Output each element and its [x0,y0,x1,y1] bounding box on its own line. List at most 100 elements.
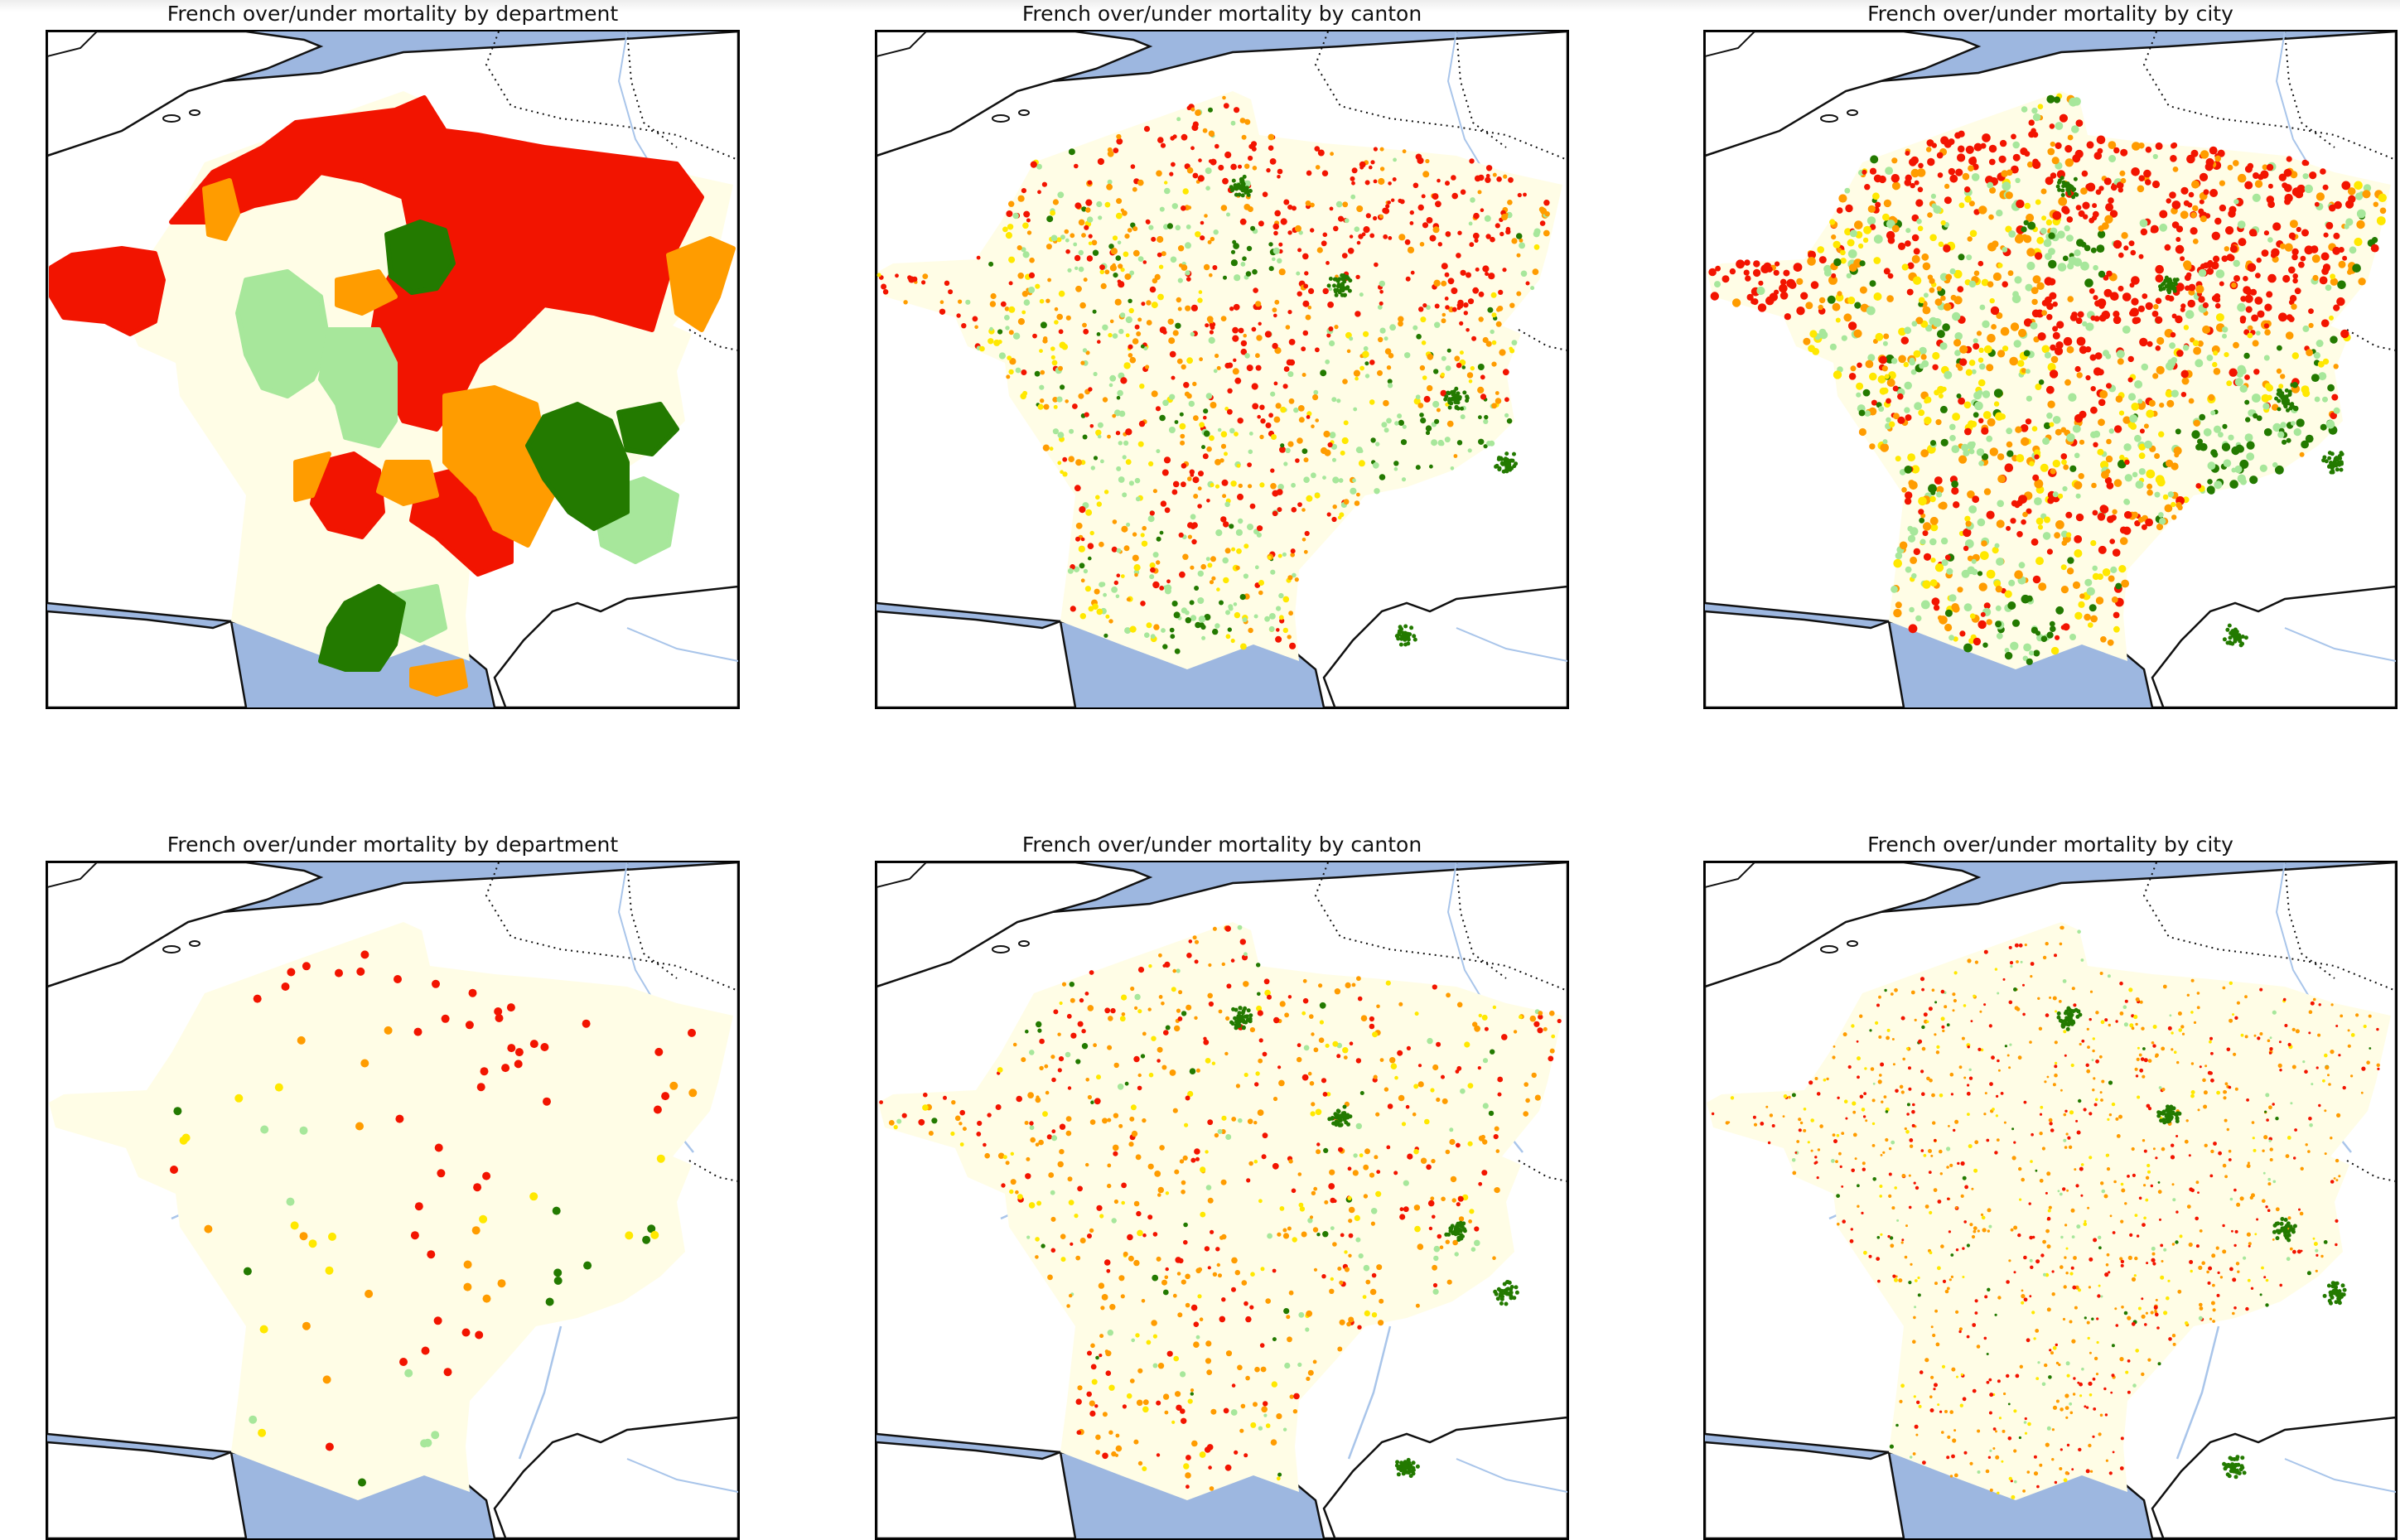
canton-point [1113,519,1118,524]
canton-point [1103,593,1107,597]
canton-point [1369,1016,1374,1021]
city-point [2168,296,2174,302]
canton-point [1289,339,1296,345]
canton-point [929,1131,934,1136]
canton-point [1256,365,1262,371]
canton-point [1377,370,1383,376]
canton-point [1380,167,1384,171]
canton-point [987,1113,991,1117]
city-point [2335,1159,2339,1162]
department-point [395,1115,403,1123]
city-point [2200,1229,2203,1233]
map-city-points [1703,861,2398,1540]
canton-point [1170,351,1176,358]
canton-point [1110,1008,1115,1013]
canton-point [1118,280,1122,284]
city-point [1905,1127,1907,1130]
city-point [1924,397,1931,403]
city-point [2322,1079,2325,1083]
canton-point [1069,1200,1074,1205]
canton-point [1220,516,1226,522]
canton-point [1199,290,1203,294]
canton-point [1047,1134,1052,1139]
city-point [2134,435,2142,442]
city-point [2123,499,2129,504]
city-point [2042,1383,2046,1387]
city-point [2210,1052,2214,1055]
canton-point [1321,1274,1326,1278]
canton-point [1504,413,1509,418]
canton-point [1088,1095,1092,1099]
canton-point [1203,416,1207,420]
canton-point [1089,1401,1095,1407]
canton-point [1365,180,1370,185]
urban-cluster-point [1509,1287,1513,1291]
canton-point [1175,1391,1181,1397]
canton-point [1262,1154,1267,1159]
city-point [2330,273,2335,279]
canton-point [1040,299,1045,304]
city-point [2031,962,2035,966]
canton-point [1491,292,1497,298]
canton-point [1474,1226,1479,1231]
canton-point [1519,243,1525,249]
city-point [2008,1403,2011,1406]
city-point [2119,171,2125,176]
canton-point [1432,1215,1436,1219]
canton-point [1323,233,1328,238]
canton-point [1342,201,1348,207]
city-point [2047,1244,2051,1248]
city-point [1954,332,1963,340]
canton-point [1467,372,1473,378]
canton-point [1449,1127,1453,1132]
canton-point [1047,1275,1053,1281]
canton-point [1446,1150,1451,1155]
canton-point [1311,1032,1314,1036]
city-point [2132,472,2138,478]
canton-point [1026,219,1031,223]
city-point [2077,337,2086,346]
city-point [2085,322,2093,331]
canton-point [1036,1021,1041,1027]
canton-point [1075,537,1080,542]
canton-point [1186,1096,1190,1101]
city-point [2206,158,2214,167]
city-point [1954,1120,1958,1124]
department-point [234,1094,243,1103]
city-point [2006,442,2013,448]
canton-point [1494,1188,1499,1193]
city-point [1893,386,1899,392]
city-point [2119,455,2124,460]
city-point [2132,1174,2136,1177]
canton-point [1198,571,1204,577]
city-point [1885,167,1893,175]
city-point [2128,393,2136,400]
canton-point [1132,187,1137,192]
canton-point [1156,1401,1161,1406]
city-point [2014,570,2023,579]
canton-point [1163,1290,1169,1296]
canton-point [1229,524,1234,529]
canton-point [1273,1017,1279,1023]
urban-cluster-point [1459,1237,1463,1241]
canton-point [1295,458,1300,463]
city-point [1902,1058,1905,1061]
city-point [2259,988,2262,992]
canton-point [1163,1393,1169,1399]
city-point [2067,567,2074,574]
canton-point [1212,629,1218,635]
city-point [2087,587,2095,596]
city-point [1811,1150,1813,1152]
department-point [170,1166,178,1174]
canton-point [1141,345,1145,349]
canton-point [1008,307,1015,313]
canton-point [1305,531,1310,536]
city-point [1967,442,1975,450]
canton-point [1285,448,1290,453]
canton-point [1200,1451,1206,1458]
urban-cluster-point [1494,465,1498,469]
city-point [1925,1204,1929,1209]
canton-point [1433,1256,1438,1261]
city-point [2180,187,2188,195]
city-point [2145,179,2151,186]
